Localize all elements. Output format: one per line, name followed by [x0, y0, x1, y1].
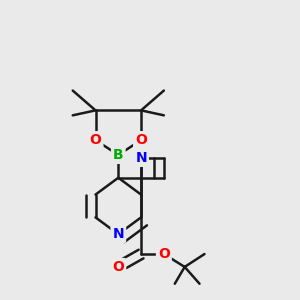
Text: O: O	[158, 247, 170, 261]
Text: B: B	[113, 148, 124, 162]
Text: O: O	[112, 260, 124, 274]
Text: O: O	[90, 133, 101, 147]
Text: O: O	[135, 133, 147, 147]
Text: N: N	[112, 227, 124, 241]
Text: N: N	[135, 151, 147, 165]
